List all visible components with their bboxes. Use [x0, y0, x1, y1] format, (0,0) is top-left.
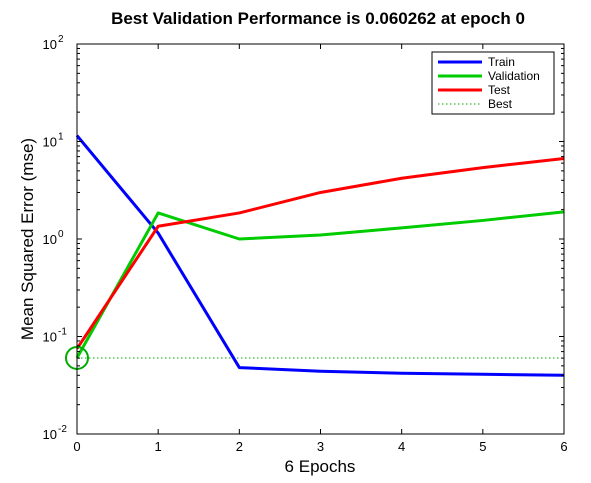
y-axis-label: Mean Squared Error (mse): [18, 138, 37, 340]
y-tick-exponent: 1: [58, 132, 64, 143]
x-tick-label: 5: [479, 439, 486, 454]
legend-label-validation: Validation: [488, 69, 540, 83]
legend-label-train: Train: [488, 55, 515, 69]
x-tick-label: 6: [560, 439, 567, 454]
series-line-train: [75, 134, 565, 377]
x-tick-label: 2: [236, 439, 243, 454]
x-tick-label: 4: [398, 439, 405, 454]
x-tick-label: 0: [73, 439, 80, 454]
x-tick-label: 3: [317, 439, 324, 454]
y-tick-exponent: -2: [58, 424, 67, 435]
y-tick-label: 10: [43, 427, 57, 442]
legend-label-test: Test: [488, 83, 511, 97]
y-tick-exponent: -1: [58, 327, 67, 338]
series-line-validation: [75, 210, 565, 359]
series-line-test: [75, 156, 565, 350]
y-tick-label: 10: [43, 232, 57, 247]
y-tick-exponent: 2: [58, 34, 64, 45]
legend-label-best: Best: [488, 97, 513, 111]
y-tick-exponent: 0: [58, 229, 64, 240]
y-tick-label: 10: [43, 330, 57, 345]
y-tick-label: 10: [43, 37, 57, 52]
y-tick-label: 10: [43, 135, 57, 150]
x-axis-label: 6 Epochs: [285, 457, 356, 476]
chart-title: Best Validation Performance is 0.060262 …: [111, 9, 525, 28]
x-tick-label: 1: [155, 439, 162, 454]
